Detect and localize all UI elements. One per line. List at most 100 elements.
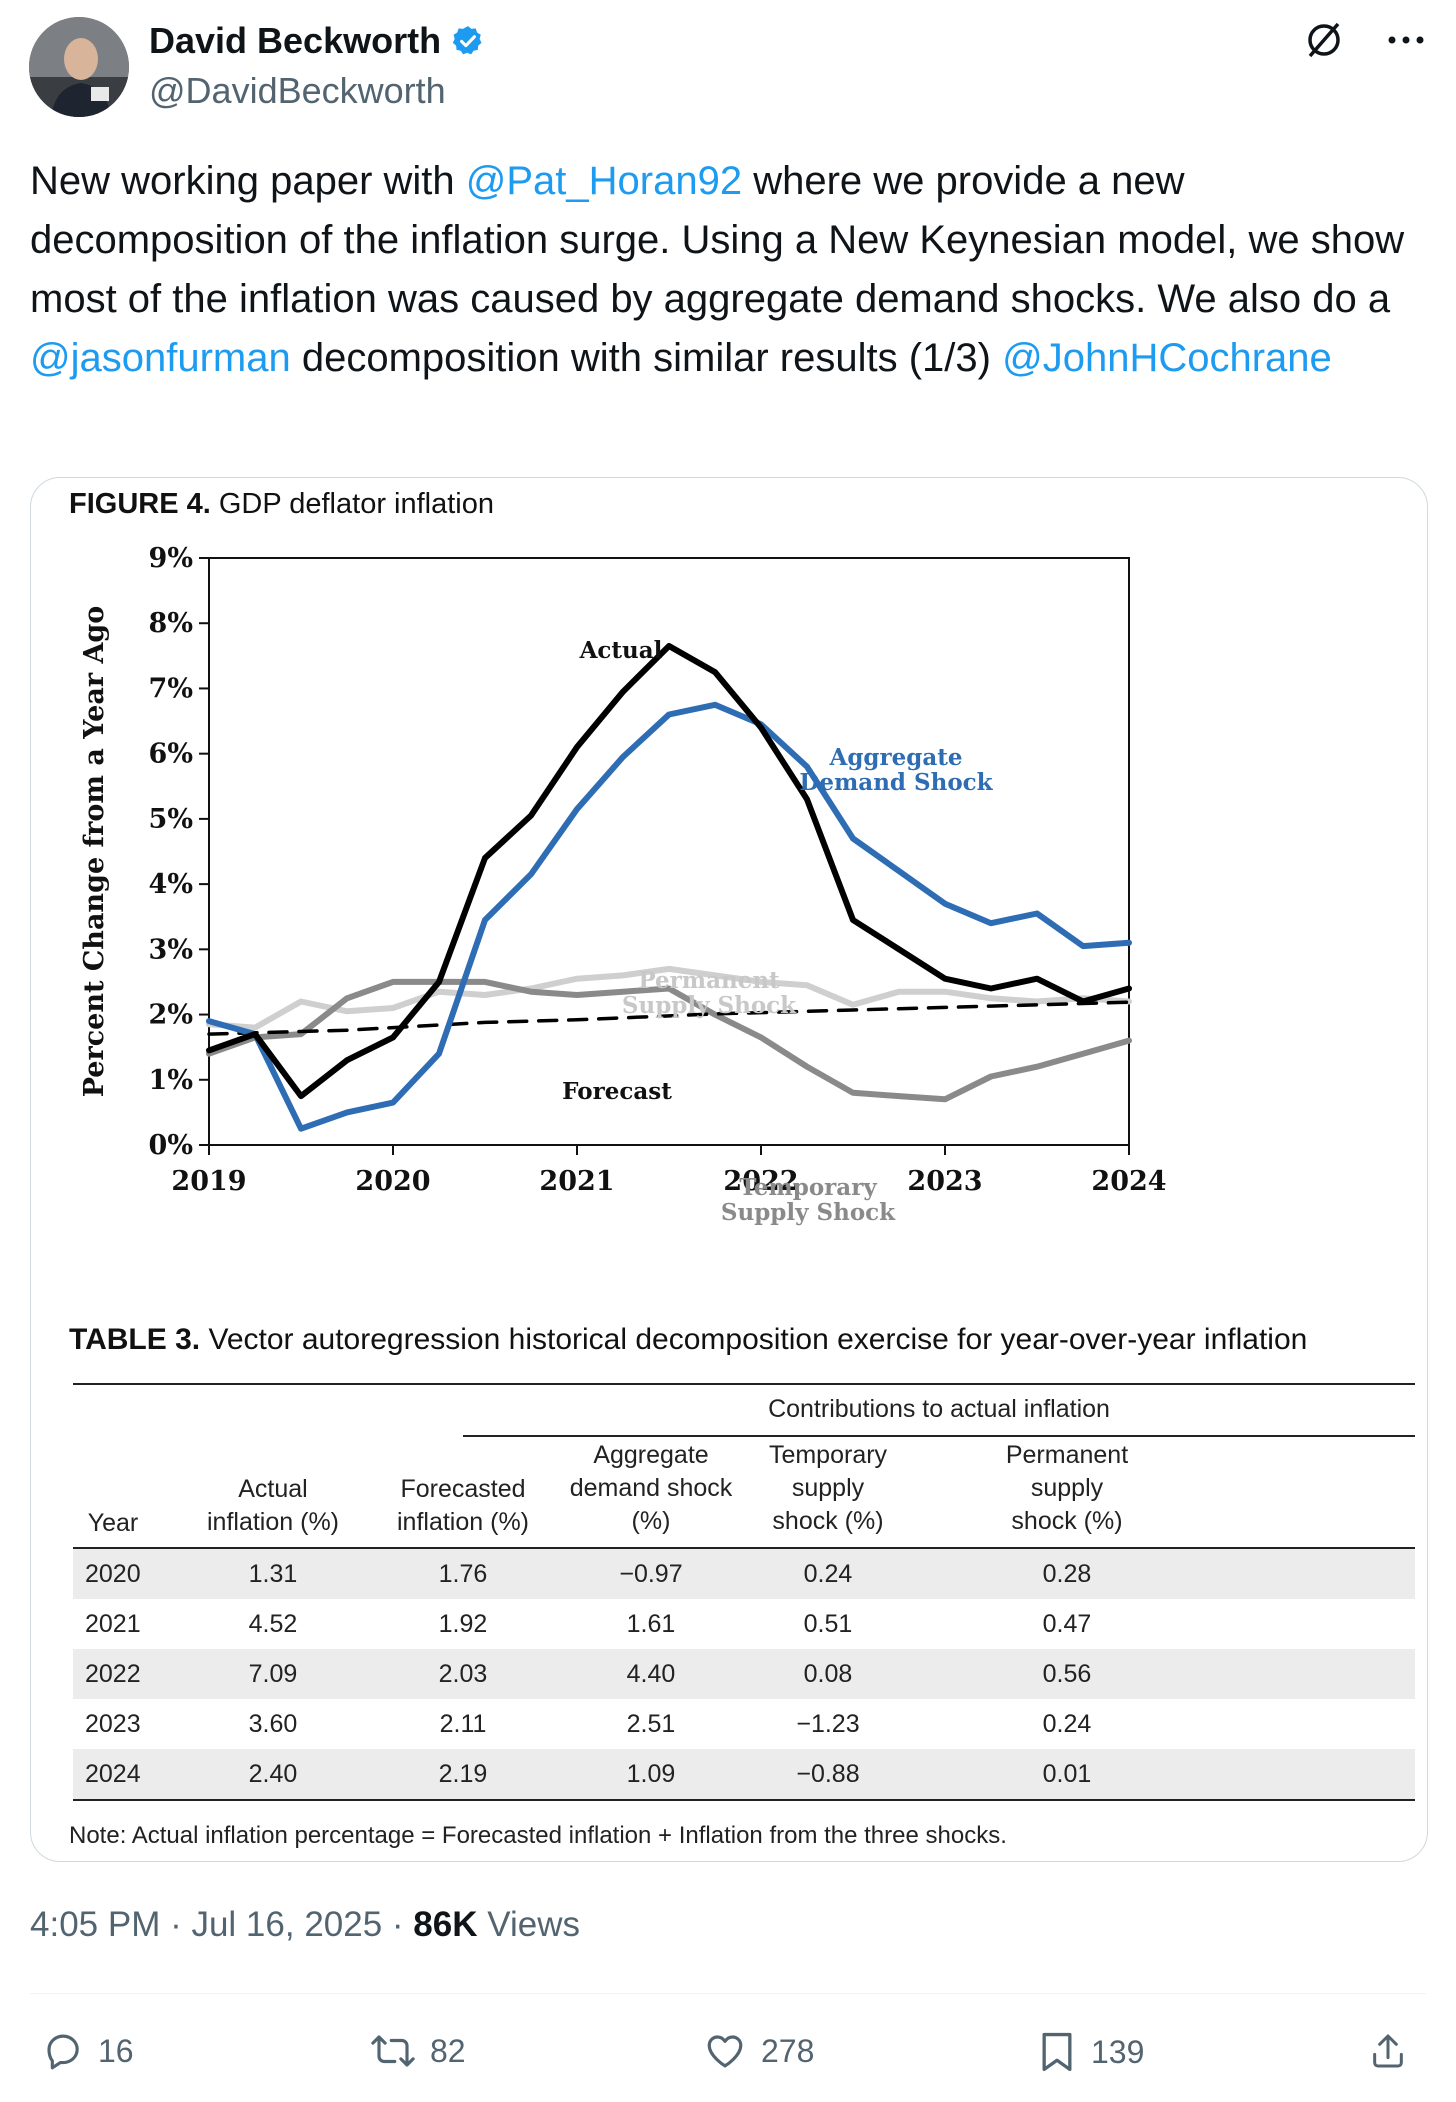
table-row: 2023 3.60 2.11 2.51 −1.23 0.24 (73, 1699, 1415, 1749)
table-top-rule (73, 1383, 1415, 1385)
cell-forecasted: 2.11 (439, 1710, 487, 1738)
cell-aggregate: 1.61 (626, 1610, 676, 1638)
series-line-temporary-supply-shock (206, 978, 1132, 1103)
tweet-date[interactable]: Jul 16, 2025 (191, 1905, 383, 1944)
header-forecasted-line2: inflation (%) (397, 1508, 529, 1536)
y-tick-label: 5% (149, 804, 193, 835)
table-note: Note: Actual inflation percentage = Fore… (69, 1822, 1007, 1849)
header-permanent-line1: Permanent (1005, 1441, 1129, 1469)
y-tick-label: 9% (149, 543, 193, 574)
series-label-line: Aggregate (828, 744, 962, 771)
table-row: 2024 2.40 2.19 1.09 −0.88 0.01 (73, 1749, 1415, 1799)
header-permanent-line2: supply (1030, 1474, 1104, 1502)
header-actual-line1: Actual (238, 1475, 308, 1503)
header-temporary-line1: Temporary (768, 1441, 888, 1469)
like-button[interactable]: 278 (703, 2030, 814, 2072)
views-count: 86K (413, 1905, 478, 1944)
cell-aggregate: 1.09 (626, 1760, 676, 1788)
x-tick-label: 2024 (1091, 1166, 1166, 1197)
cell-year: 2024 (85, 1760, 141, 1788)
bookmark-button[interactable]: 139 (1037, 2030, 1144, 2074)
cell-permanent: 0.28 (1042, 1560, 1092, 1588)
x-tick-label: 2021 (539, 1166, 614, 1197)
cell-forecasted: 2.03 (438, 1660, 488, 1688)
y-tick-label: 1% (149, 1065, 193, 1096)
share-icon (1373, 2034, 1403, 2068)
repost-button[interactable]: 82 (370, 2030, 466, 2072)
mention-link[interactable]: @Pat_Horan92 (465, 159, 743, 203)
cell-temporary: 0.24 (803, 1560, 853, 1588)
group-header-rule (463, 1435, 1415, 1437)
cell-permanent: 0.47 (1042, 1610, 1092, 1638)
tweet-text-segment: where we provide a new decomposition of … (30, 159, 1405, 321)
y-tick-label: 7% (149, 673, 193, 704)
series-line-permanent-supply-shock (206, 965, 1132, 1031)
mention-link[interactable]: @jasonfurman (30, 336, 291, 380)
series-line-aggregate-demand-shock (206, 701, 1132, 1132)
header-aggregate-line3: (%) (631, 1507, 671, 1535)
author-handle[interactable]: @DavidBeckworth (149, 70, 446, 111)
inflation-chart: 0% 1% 2% 3% 4% 5% 6% 7% 8% 9% 2019 2020 2021 2022 2023… (79, 543, 1167, 1226)
header-forecasted: Forecasted inflation (%) (363, 1473, 563, 1539)
actions-divider (30, 1993, 1426, 1994)
x-tick-label: 2023 (907, 1166, 982, 1197)
repost-icon (371, 2035, 415, 2067)
cell-forecasted: 1.92 (438, 1610, 488, 1638)
cell-permanent: 0.24 (1042, 1710, 1092, 1738)
table-row: 2020 1.31 1.76 −0.97 0.24 0.28 (73, 1549, 1415, 1599)
figure-title: FIGURE 4. GDP deflator inflation (69, 488, 494, 521)
table-caption: Vector autoregression historical decompo… (200, 1323, 1308, 1356)
reply-count: 16 (98, 2032, 134, 2069)
avatar[interactable] (29, 17, 129, 117)
views-label: Views (487, 1905, 580, 1944)
cell-actual: 7.09 (248, 1660, 298, 1688)
header-temporary-line2: supply (791, 1474, 865, 1502)
table-row: 2021 4.52 1.92 1.61 0.51 0.47 (73, 1599, 1415, 1649)
author-name[interactable]: David Beckworth (149, 20, 442, 61)
more-options-icon[interactable] (1386, 34, 1426, 46)
series-line-actual (206, 643, 1132, 1100)
header-aggregate-line1: Aggregate (593, 1441, 709, 1469)
action-bar: 16 82 278 139 (0, 2030, 1456, 2080)
author-name-row[interactable]: David Beckworth (149, 20, 485, 62)
mention-link[interactable]: @JohnHCochrane (1002, 336, 1332, 380)
reply-icon (47, 2034, 79, 2070)
cell-temporary: −0.88 (796, 1760, 860, 1788)
bookmark-count: 139 (1091, 2033, 1145, 2070)
cell-aggregate: 2.51 (626, 1710, 676, 1738)
reply-button[interactable]: 16 (42, 2030, 134, 2072)
tweet-text-segment: New working paper with (30, 159, 466, 203)
header-forecasted-line1: Forecasted (400, 1475, 526, 1503)
y-tick-label: 2% (149, 1000, 193, 1031)
cell-year: 2021 (85, 1610, 141, 1638)
header-permanent-supply: Permanent supply shock (%) (967, 1439, 1167, 1538)
like-count: 278 (761, 2032, 815, 2069)
series-label-line: Supply Shock (721, 1199, 896, 1226)
cell-year: 2023 (85, 1710, 141, 1738)
y-tick-label: 0% (149, 1130, 193, 1161)
media-card[interactable]: FIGURE 4. GDP deflator inflation 0% 1% 2% 3… (30, 477, 1428, 1862)
y-tick-label: 4% (149, 869, 193, 900)
cell-year: 2022 (85, 1660, 141, 1688)
cell-temporary: −1.23 (796, 1710, 860, 1738)
header-aggregate-demand: Aggregate demand shock (%) (551, 1439, 751, 1538)
y-tick-label: 3% (149, 934, 193, 965)
table-title: TABLE 3. Vector autoregression historica… (69, 1323, 1307, 1357)
tweet-time[interactable]: 4:05 PM (30, 1905, 161, 1944)
cell-actual: 2.40 (248, 1760, 298, 1788)
cell-temporary: 0.08 (803, 1660, 853, 1688)
table-row: 2022 7.09 2.03 4.40 0.08 0.56 (73, 1649, 1415, 1699)
header-bottom-rule (73, 1547, 1415, 1549)
tweet-meta: 4:05 PM · Jul 16, 2025 · 86K Views (30, 1905, 580, 1944)
x-tick-label: 2020 (355, 1166, 430, 1197)
grok-icon[interactable] (1302, 18, 1346, 62)
cell-actual: 4.52 (248, 1610, 298, 1638)
figure-caption: GDP deflator inflation (210, 488, 494, 520)
cell-year: 2020 (85, 1560, 141, 1588)
header-aggregate-line2: demand shock (569, 1474, 733, 1502)
figure-label: FIGURE 4. (69, 488, 211, 520)
series-label: Actual (579, 637, 663, 664)
header-actual: Actual inflation (%) (173, 1473, 373, 1539)
series-label: Permanent Supply Shock (622, 967, 797, 1019)
share-button[interactable] (1368, 2030, 1408, 2072)
